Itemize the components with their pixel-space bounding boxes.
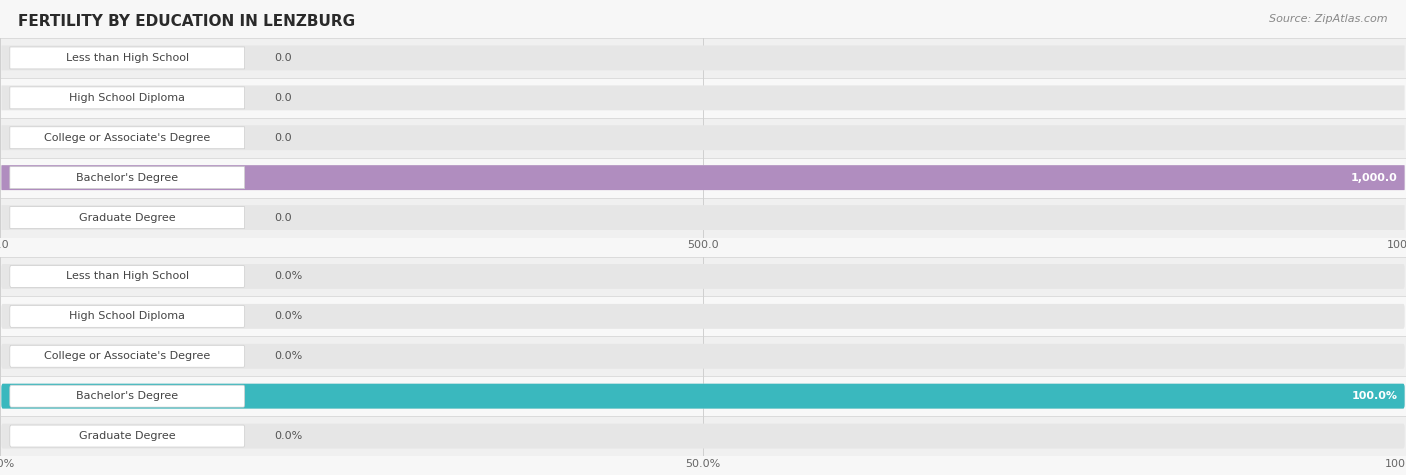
- Text: Less than High School: Less than High School: [66, 271, 188, 282]
- Bar: [0, 256, 1406, 296]
- Text: College or Associate's Degree: College or Associate's Degree: [44, 133, 211, 143]
- Text: Graduate Degree: Graduate Degree: [79, 212, 176, 223]
- Text: High School Diploma: High School Diploma: [69, 311, 186, 322]
- FancyBboxPatch shape: [10, 47, 245, 69]
- Bar: [0, 376, 1406, 416]
- Bar: [0, 416, 1406, 456]
- FancyBboxPatch shape: [1, 264, 1405, 289]
- Text: 0.0: 0.0: [274, 212, 292, 223]
- Text: High School Diploma: High School Diploma: [69, 93, 186, 103]
- FancyBboxPatch shape: [1, 384, 1405, 408]
- Bar: [0, 296, 1406, 336]
- FancyBboxPatch shape: [10, 345, 245, 367]
- Text: 1,000.0: 1,000.0: [1351, 172, 1398, 183]
- Text: 0.0: 0.0: [274, 93, 292, 103]
- Bar: [0, 158, 1406, 198]
- Text: Bachelor's Degree: Bachelor's Degree: [76, 172, 179, 183]
- FancyBboxPatch shape: [1, 384, 1405, 408]
- FancyBboxPatch shape: [1, 424, 1405, 448]
- Text: 0.0%: 0.0%: [274, 351, 302, 361]
- Bar: [0, 38, 1406, 78]
- FancyBboxPatch shape: [10, 266, 245, 287]
- FancyBboxPatch shape: [10, 207, 245, 228]
- FancyBboxPatch shape: [1, 86, 1405, 110]
- Bar: [0, 78, 1406, 118]
- FancyBboxPatch shape: [1, 205, 1405, 230]
- FancyBboxPatch shape: [10, 425, 245, 447]
- Text: 0.0%: 0.0%: [274, 311, 302, 322]
- Bar: [0, 198, 1406, 238]
- Text: 0.0: 0.0: [274, 53, 292, 63]
- FancyBboxPatch shape: [1, 165, 1405, 190]
- Text: Source: ZipAtlas.com: Source: ZipAtlas.com: [1270, 14, 1388, 24]
- Text: FERTILITY BY EDUCATION IN LENZBURG: FERTILITY BY EDUCATION IN LENZBURG: [18, 14, 356, 29]
- FancyBboxPatch shape: [10, 127, 245, 149]
- FancyBboxPatch shape: [1, 165, 1405, 190]
- FancyBboxPatch shape: [10, 167, 245, 189]
- FancyBboxPatch shape: [1, 304, 1405, 329]
- FancyBboxPatch shape: [10, 385, 245, 407]
- FancyBboxPatch shape: [10, 87, 245, 109]
- FancyBboxPatch shape: [1, 46, 1405, 70]
- Text: 100.0%: 100.0%: [1351, 391, 1398, 401]
- FancyBboxPatch shape: [1, 344, 1405, 369]
- FancyBboxPatch shape: [1, 125, 1405, 150]
- Text: College or Associate's Degree: College or Associate's Degree: [44, 351, 211, 361]
- Bar: [0, 118, 1406, 158]
- Text: Graduate Degree: Graduate Degree: [79, 431, 176, 441]
- Text: 0.0: 0.0: [274, 133, 292, 143]
- Text: Less than High School: Less than High School: [66, 53, 188, 63]
- FancyBboxPatch shape: [10, 305, 245, 327]
- Text: 0.0%: 0.0%: [274, 271, 302, 282]
- Bar: [0, 336, 1406, 376]
- Text: 0.0%: 0.0%: [274, 431, 302, 441]
- Text: Bachelor's Degree: Bachelor's Degree: [76, 391, 179, 401]
